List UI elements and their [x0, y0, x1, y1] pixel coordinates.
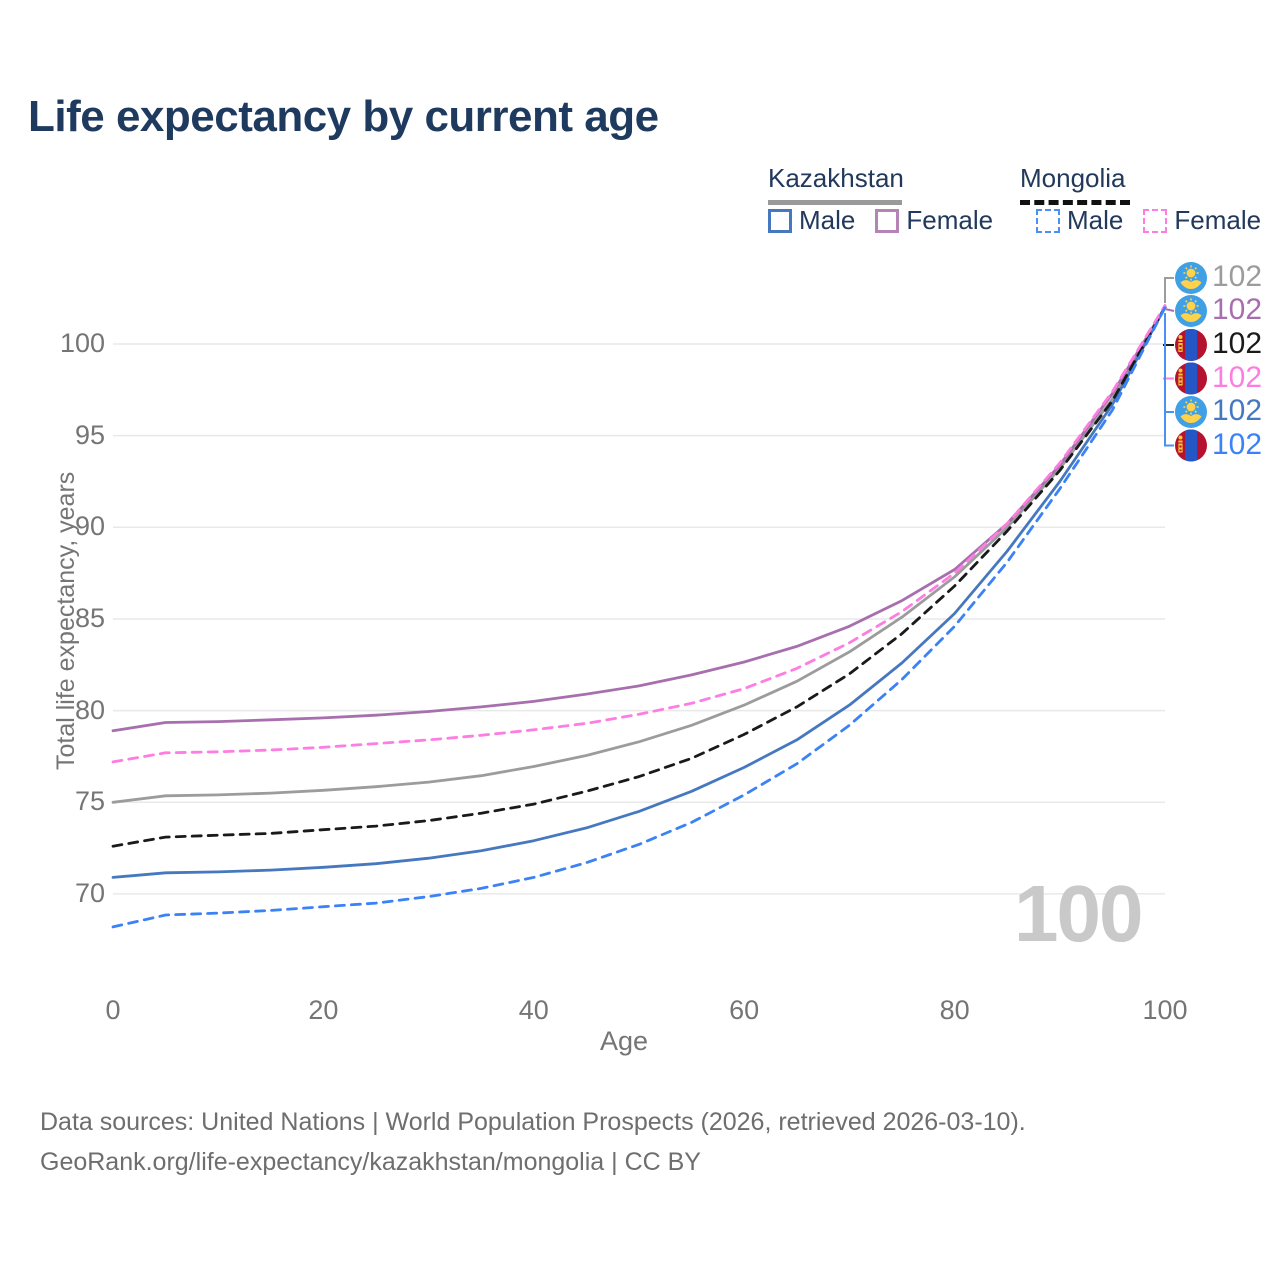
legend-swatch-kazakhstan-male — [768, 208, 792, 233]
legend-swatch-mongolia-female — [1143, 208, 1168, 233]
legend-swatch-kazakhstan-female — [875, 208, 900, 233]
watermark-age-100: 100 — [1014, 869, 1143, 958]
x-tick-60: 60 — [729, 995, 760, 1025]
leader-line — [1164, 308, 1175, 312]
end-label-mongolia-3: 102 — [1212, 360, 1263, 394]
end-label-kazakhstan-0: 102 — [1212, 260, 1263, 293]
legend-label: Male — [799, 205, 856, 235]
series-line-kazakhstan-female[interactable] — [111, 305, 1167, 733]
x-tick-40: 40 — [518, 995, 549, 1025]
kazakhstan-flag-icon — [1175, 295, 1207, 327]
legend-header-kazakhstan: Kazakhstan — [768, 163, 904, 193]
legend-label: Female — [906, 205, 994, 235]
kazakhstan-flag-icon — [1175, 396, 1207, 428]
page-title: Life expectancy by current age — [28, 92, 659, 141]
series-line-mongolia-female[interactable] — [111, 304, 1167, 764]
leader-line — [1164, 277, 1174, 303]
x-tick-100: 100 — [1142, 995, 1188, 1025]
series-line-kazakhstan-both-sexes[interactable] — [111, 305, 1167, 804]
legend-underline-solid — [768, 200, 902, 205]
legend-group-kazakhstan: Kazakhstan — [768, 163, 904, 205]
mongolia-flag-icon — [1175, 429, 1207, 462]
leader-line — [1164, 313, 1174, 447]
flag-icons — [1175, 262, 1207, 462]
mongolia-flag-icon — [1175, 362, 1207, 395]
data-sources-line: Data sources: United Nations | World Pop… — [40, 1108, 1026, 1136]
leader-lines — [1163, 277, 1175, 447]
legend-label: Female — [1174, 205, 1262, 235]
x-tick-80: 80 — [939, 995, 970, 1025]
legend-underline-dashed — [1020, 200, 1130, 205]
legend-item-mongolia-female[interactable]: Female — [1143, 205, 1261, 236]
y-tick-80: 80 — [74, 694, 105, 725]
end-label-mongolia-2: 102 — [1212, 327, 1263, 360]
y-tick-85: 85 — [74, 602, 105, 633]
legend-swatch-mongolia-male — [1036, 208, 1060, 233]
x-tick-0: 0 — [105, 995, 121, 1025]
y-tick-90: 90 — [74, 511, 105, 542]
legend-header-mongolia: Mongolia — [1020, 163, 1126, 193]
series-line-mongolia-both-sexes[interactable] — [111, 305, 1167, 848]
y-tick-75: 75 — [74, 786, 105, 817]
x-tick-20: 20 — [308, 995, 339, 1025]
series-line-kazakhstan-male[interactable] — [111, 305, 1167, 879]
y-tick-100: 100 — [59, 328, 105, 358]
series-line-mongolia-male[interactable] — [111, 305, 1167, 929]
y-tick-95: 95 — [74, 419, 105, 450]
legend-label: Male — [1067, 205, 1124, 235]
end-label-kazakhstan-1: 102 — [1212, 293, 1263, 326]
legend-group-mongolia: Mongolia — [1020, 163, 1130, 205]
series-lines — [111, 304, 1167, 929]
y-tick-70: 70 — [74, 877, 105, 908]
gridlines — [113, 343, 1165, 895]
kazakhstan-flag-icon — [1175, 262, 1207, 294]
end-label-kazakhstan-4: 102 — [1212, 394, 1263, 427]
end-label-mongolia-5: 102 — [1212, 427, 1263, 461]
mongolia-flag-icon — [1175, 329, 1207, 361]
attribution-line: GeoRank.org/life-expectancy/kazakhstan/m… — [40, 1148, 701, 1176]
legend-item-mongolia-male[interactable]: Male — [1036, 205, 1123, 236]
legend-item-kazakhstan-female[interactable]: Female — [875, 205, 993, 236]
legend-item-kazakhstan-male[interactable]: Male — [768, 205, 855, 236]
x-axis-label: Age — [600, 1026, 649, 1056]
